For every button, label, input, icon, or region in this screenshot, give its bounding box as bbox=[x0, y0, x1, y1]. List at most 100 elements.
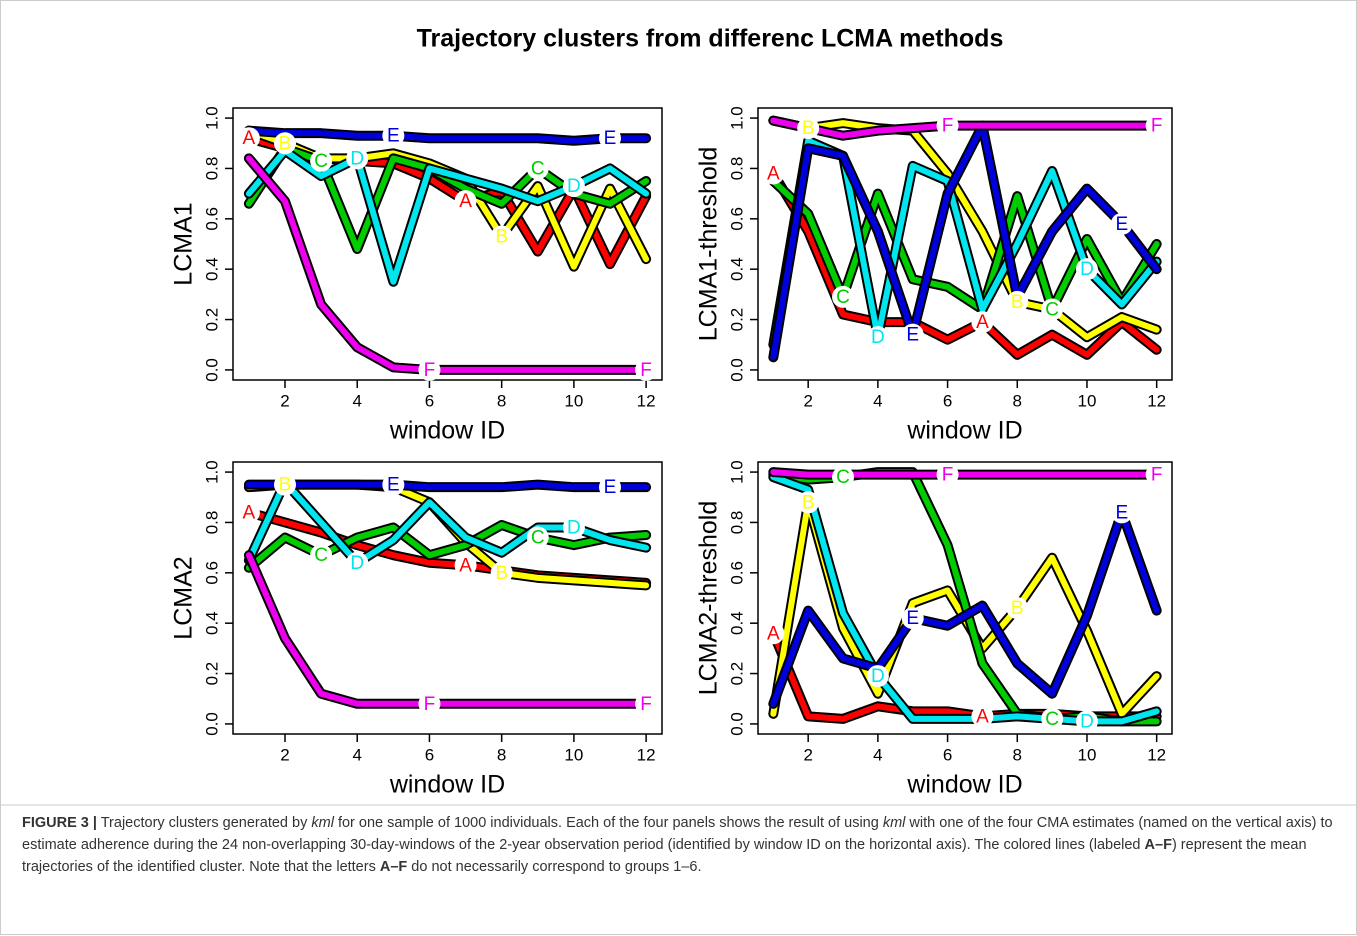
label-background bbox=[490, 225, 513, 248]
label-background bbox=[274, 473, 296, 496]
line bbox=[770, 509, 1160, 707]
label-background bbox=[526, 526, 549, 549]
y-axis-label: LCMA1 bbox=[170, 202, 198, 285]
series-label: A bbox=[976, 312, 989, 333]
panel: 2 4 6 8 10 12 0.0 0.2 0.4 0.6 0.8 1.0 window ID LCMA1… bbox=[695, 106, 1173, 445]
series-label: D bbox=[871, 327, 885, 348]
caption-part: FIGURE 3 | bbox=[22, 815, 97, 831]
y-tick-label: 1.0 bbox=[202, 106, 221, 130]
series-label: D bbox=[350, 553, 364, 574]
label-background bbox=[382, 473, 405, 496]
series-label: D bbox=[350, 148, 364, 169]
y-tick-label: 0.4 bbox=[727, 611, 746, 635]
label-background bbox=[971, 311, 994, 334]
y-axis-label: LCMA2-threshold bbox=[695, 501, 723, 696]
y-tick-label: 1.0 bbox=[202, 460, 221, 484]
line bbox=[245, 127, 650, 144]
line bbox=[245, 552, 650, 707]
x-axis-label: window ID bbox=[389, 771, 505, 799]
x-axis-label: window ID bbox=[389, 417, 505, 445]
series-label: B bbox=[495, 226, 508, 247]
series-label: D bbox=[871, 666, 885, 687]
y-tick-label: 0.6 bbox=[202, 207, 221, 231]
series-label: D bbox=[567, 517, 581, 538]
series-label: B bbox=[1011, 292, 1024, 313]
x-tick-label: 2 bbox=[280, 391, 289, 410]
series-label: D bbox=[567, 176, 581, 197]
series-label: C bbox=[836, 467, 850, 488]
label-background bbox=[762, 162, 785, 185]
x-tick-label: 4 bbox=[873, 745, 882, 764]
label-background bbox=[562, 175, 585, 198]
series-label: C bbox=[531, 158, 545, 179]
x-tick-label: 12 bbox=[637, 745, 656, 764]
plot-box bbox=[232, 107, 663, 381]
y-tick-label: 0.4 bbox=[202, 611, 221, 635]
label-background bbox=[635, 358, 658, 381]
series-label: B bbox=[279, 133, 292, 154]
label-background bbox=[832, 285, 855, 308]
label-background bbox=[454, 554, 477, 577]
label-background bbox=[237, 501, 260, 524]
label-background bbox=[866, 326, 889, 349]
series-label: D bbox=[1080, 711, 1094, 732]
label-background bbox=[562, 516, 585, 539]
x-tick-label: 10 bbox=[1078, 745, 1097, 764]
label-background bbox=[526, 157, 549, 180]
x-tick-label: 2 bbox=[803, 391, 812, 410]
panel: 2 4 6 8 10 12 0.0 0.2 0.4 0.6 0.8 1.0 window ID LCMA2… bbox=[170, 460, 663, 799]
x-tick-label: 2 bbox=[280, 745, 289, 764]
y-tick-label: 0.6 bbox=[727, 207, 746, 231]
label-background bbox=[346, 147, 369, 170]
series-label: B bbox=[495, 563, 508, 584]
series-label: F bbox=[942, 116, 954, 137]
label-background bbox=[797, 117, 820, 140]
series-label: E bbox=[387, 475, 400, 496]
label-background bbox=[971, 705, 994, 728]
label-background bbox=[901, 607, 924, 630]
x-tick-label: 6 bbox=[943, 391, 952, 410]
label-background bbox=[901, 323, 924, 346]
label-background bbox=[1075, 710, 1098, 733]
x-tick-label: 12 bbox=[637, 391, 656, 410]
label-background bbox=[1145, 114, 1168, 137]
series-label: F bbox=[1151, 116, 1163, 137]
label-background bbox=[1075, 258, 1098, 281]
y-tick-label: 0.8 bbox=[202, 511, 221, 535]
label-background bbox=[762, 622, 785, 645]
series-label: D bbox=[1080, 259, 1094, 280]
label-background bbox=[866, 665, 889, 688]
label-background bbox=[832, 466, 855, 489]
y-tick-label: 1.0 bbox=[727, 460, 746, 484]
label-background bbox=[599, 476, 621, 499]
series-label: C bbox=[836, 287, 850, 308]
x-tick-label: 6 bbox=[943, 745, 952, 764]
series-label: A bbox=[976, 706, 989, 727]
y-tick-label: 0.2 bbox=[727, 662, 746, 686]
label-background bbox=[346, 551, 369, 574]
y-tick-label: 0.6 bbox=[727, 561, 746, 585]
label-background bbox=[797, 491, 820, 514]
x-tick-label: 10 bbox=[564, 391, 583, 410]
label-background bbox=[599, 127, 621, 150]
series-label: C bbox=[314, 151, 328, 172]
x-tick-label: 8 bbox=[1013, 745, 1022, 764]
label-background bbox=[635, 692, 658, 715]
y-tick-label: 0.0 bbox=[727, 358, 746, 382]
x-axis-label: window ID bbox=[906, 771, 1022, 799]
series-label: E bbox=[604, 477, 617, 498]
line bbox=[770, 469, 1160, 478]
caption-part: A–F bbox=[1144, 837, 1172, 853]
x-axis-label: window ID bbox=[906, 417, 1022, 445]
series-label: B bbox=[279, 475, 292, 496]
y-tick-label: 0.0 bbox=[202, 712, 221, 736]
line bbox=[770, 178, 1160, 313]
label-background bbox=[418, 358, 441, 381]
y-axis-label: LCMA1-threshold bbox=[695, 147, 723, 342]
series-label: F bbox=[640, 694, 652, 715]
series-label: B bbox=[1011, 598, 1024, 619]
y-tick-label: 0.8 bbox=[727, 157, 746, 181]
line bbox=[770, 122, 1160, 361]
